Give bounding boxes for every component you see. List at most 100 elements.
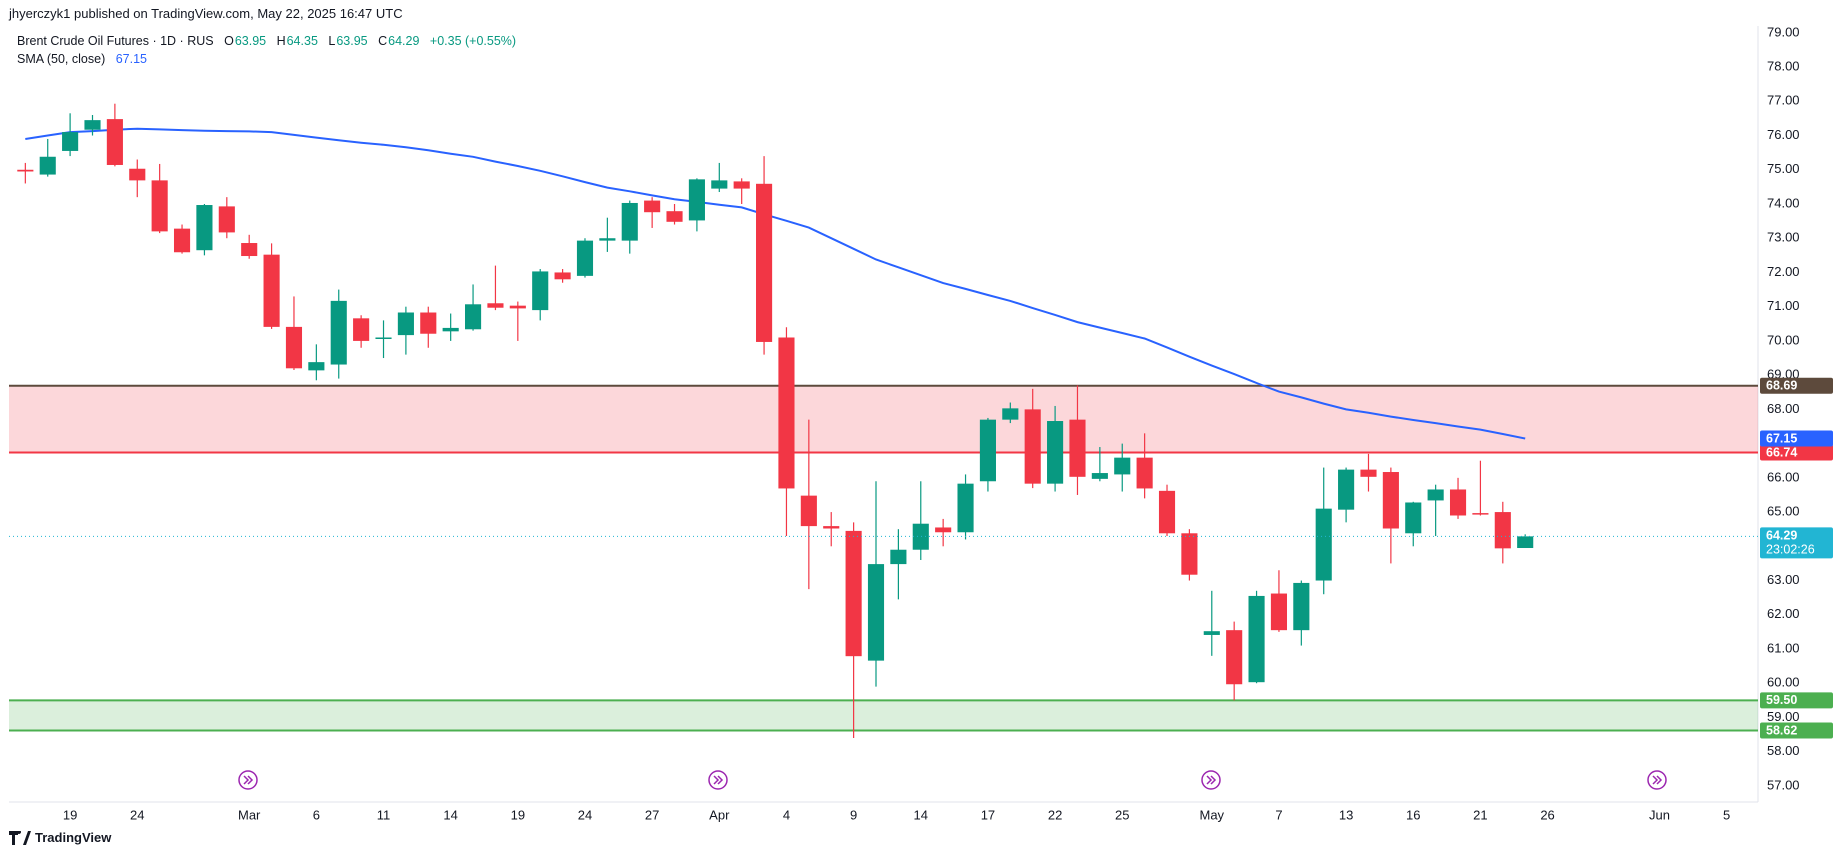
y-tick-label: 76.00: [1767, 127, 1800, 142]
candle-body: [666, 211, 683, 222]
candle-body: [241, 243, 258, 257]
candle-body: [1338, 469, 1355, 510]
candle-body: [442, 327, 459, 332]
candle-body: [129, 168, 146, 181]
candle-body: [867, 564, 885, 661]
candle-body: [1405, 502, 1422, 534]
candle-body: [1472, 513, 1489, 515]
zone: [9, 385, 1758, 453]
event-arrow: [713, 775, 724, 785]
indicator-value: 67.15: [115, 52, 147, 66]
x-tick-label: 22: [1048, 807, 1062, 822]
symbol-title: Brent Crude Oil Futures · 1D · RUS: [17, 34, 214, 48]
candle-body: [1248, 595, 1265, 683]
candle-body: [84, 120, 101, 130]
y-tick-label: 78.00: [1767, 59, 1800, 74]
y-tick-label: 66.00: [1767, 469, 1800, 484]
candle-body: [1114, 457, 1131, 475]
candle-body: [621, 202, 638, 241]
zone-price-label-box: [1760, 377, 1833, 394]
y-tick-label: 61.00: [1767, 640, 1800, 655]
zone-price-label-box: [1760, 444, 1833, 461]
candle-body: [733, 181, 750, 189]
candle-body: [1136, 457, 1153, 489]
last-price-box: [1760, 527, 1833, 559]
candle-body: [1047, 421, 1064, 484]
x-tick-label: 16: [1406, 807, 1420, 822]
x-tick-label: 14: [443, 807, 457, 822]
candle-body: [285, 326, 303, 369]
legend-key: L: [328, 34, 336, 48]
x-tick-label: 24: [578, 807, 592, 822]
sma-price-label-box: [1760, 430, 1833, 447]
candle-body: [1449, 489, 1467, 516]
candle-body: [1494, 512, 1511, 549]
countdown: 23:02:26: [1766, 543, 1815, 557]
x-tick-label: 19: [511, 807, 525, 822]
candle-body: [1002, 408, 1019, 420]
candle-body: [554, 272, 571, 280]
candle-body: [464, 304, 482, 330]
event-arrow: [1206, 775, 1217, 785]
event-icon[interactable]: [238, 770, 258, 790]
event-icon[interactable]: [1201, 770, 1221, 790]
candle-body: [487, 303, 504, 308]
x-tick-label: 11: [377, 807, 391, 822]
x-tick-label: 24: [130, 807, 144, 822]
legend-value: 64.35: [286, 34, 318, 48]
candle-body: [1069, 419, 1086, 477]
zone: [9, 700, 1758, 731]
candle-body: [935, 527, 952, 533]
legend-indicator: SMA (50, close) 67.15: [17, 52, 148, 66]
zone-price-label-box: [1760, 692, 1833, 709]
y-tick-label: 60.00: [1767, 675, 1800, 690]
y-tick-label: 58.00: [1767, 743, 1800, 758]
footer: TradingView: [9, 830, 111, 845]
candle-body: [644, 200, 661, 213]
brand: TradingView: [35, 830, 112, 845]
candle-body: [912, 523, 929, 550]
candle-body: [1270, 593, 1288, 631]
candle-body: [1360, 469, 1377, 477]
candle-body: [845, 530, 862, 657]
candle-body: [39, 156, 56, 175]
candle-body: [599, 238, 616, 241]
x-tick-label: 26: [1540, 807, 1554, 822]
y-tick-label: 57.00: [1767, 777, 1800, 792]
zone-price-label-box: [1760, 722, 1833, 739]
legend-value: 64.29: [388, 34, 420, 48]
legend-key: H: [276, 34, 286, 48]
candle-body: [353, 318, 370, 341]
candle-body: [957, 483, 974, 533]
candle-body: [756, 183, 773, 342]
candle-body: [420, 312, 437, 334]
candle-body: [509, 305, 526, 309]
zone-price-label: 59.50: [1766, 693, 1797, 707]
candle-body: [1382, 472, 1399, 529]
x-tick-label: May: [1200, 807, 1225, 822]
candle-body: [173, 228, 191, 253]
x-tick-label: 4: [783, 807, 790, 822]
candle-body: [1091, 473, 1108, 479]
x-tick-label: 5: [1723, 807, 1730, 822]
sma-price-label: 67.15: [1766, 431, 1797, 445]
candle-body: [1293, 582, 1310, 631]
y-tick-label: 59.00: [1767, 709, 1800, 724]
candle-body: [1226, 630, 1243, 685]
legend-value: 63.95: [234, 34, 267, 48]
y-tick-label: 74.00: [1767, 195, 1800, 210]
candle-body: [711, 180, 728, 189]
x-tick-label: 13: [1339, 807, 1353, 822]
y-tick-label: 75.00: [1767, 161, 1800, 176]
y-tick-label: 62.00: [1767, 606, 1800, 621]
candle-body: [62, 132, 79, 151]
y-tick-label: 79.00: [1767, 24, 1800, 39]
candle-body: [778, 337, 795, 489]
x-tick-label: Apr: [709, 807, 730, 822]
event-icon[interactable]: [708, 770, 728, 790]
candle-body: [1181, 533, 1198, 575]
event-icon[interactable]: [1647, 770, 1667, 790]
y-tick-label: 73.00: [1767, 230, 1800, 245]
candle-body: [106, 119, 123, 165]
